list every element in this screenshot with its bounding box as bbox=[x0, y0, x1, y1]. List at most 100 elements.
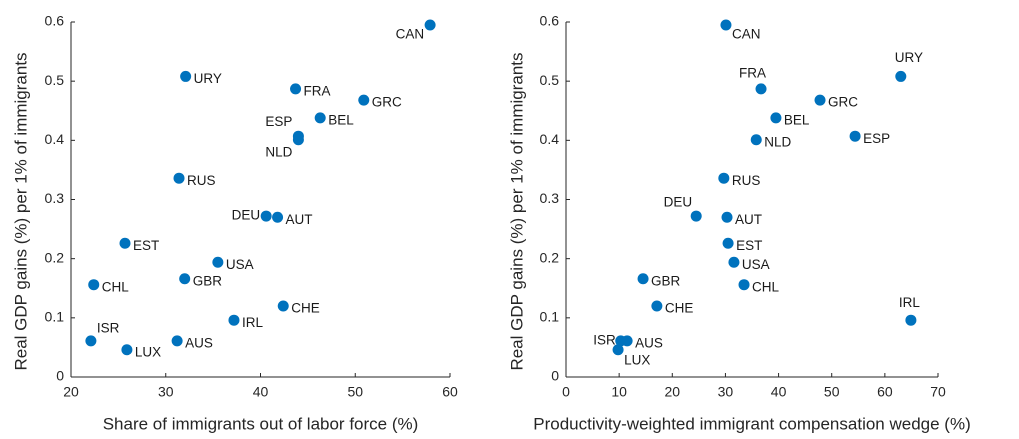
point-label: CHL bbox=[752, 279, 779, 294]
point-label: CHE bbox=[665, 301, 694, 316]
x-tick-label: 50 bbox=[347, 384, 363, 400]
x-tick-label: 60 bbox=[877, 384, 893, 400]
point bbox=[171, 335, 183, 347]
y-tick-label: 0.1 bbox=[45, 309, 65, 325]
point-label: AUT bbox=[286, 212, 313, 227]
point-label: ESP bbox=[265, 114, 292, 129]
point-label: CHE bbox=[291, 301, 320, 316]
point-label: URY bbox=[194, 71, 222, 86]
point-label: USA bbox=[742, 257, 770, 272]
y-tick-label: 0.4 bbox=[45, 131, 65, 147]
point-label: ISR bbox=[593, 332, 616, 347]
point-label: LUX bbox=[135, 344, 161, 359]
point bbox=[228, 314, 240, 326]
y-tick-label: 0 bbox=[551, 368, 559, 384]
point bbox=[277, 300, 289, 312]
x-tick-label: 70 bbox=[930, 384, 946, 400]
y-tick-label: 0.5 bbox=[45, 72, 65, 88]
point bbox=[651, 300, 663, 312]
point bbox=[637, 273, 649, 285]
x-tick-label: 20 bbox=[664, 384, 680, 400]
point bbox=[750, 134, 762, 146]
point-label: AUS bbox=[185, 335, 213, 350]
point bbox=[290, 83, 302, 95]
x-tick-label: 0 bbox=[562, 384, 570, 400]
point-label: AUT bbox=[735, 212, 762, 227]
point-label: ISR bbox=[97, 320, 120, 335]
point bbox=[212, 256, 224, 268]
point bbox=[85, 335, 97, 347]
point bbox=[770, 112, 782, 124]
point bbox=[621, 335, 633, 347]
x-axis-title: Productivity-weighted immigrant compensa… bbox=[533, 414, 970, 433]
point-label: USA bbox=[226, 257, 254, 272]
point-label: URY bbox=[895, 50, 923, 65]
point-label: GBR bbox=[193, 273, 223, 288]
point bbox=[88, 279, 100, 291]
x-tick-label: 20 bbox=[63, 384, 79, 400]
point-label: IRL bbox=[899, 295, 921, 310]
x-tick-label: 30 bbox=[718, 384, 734, 400]
point bbox=[728, 256, 740, 268]
point bbox=[612, 344, 624, 356]
y-tick-label: 0.6 bbox=[45, 13, 65, 29]
point-label: RUS bbox=[187, 173, 216, 188]
point bbox=[121, 344, 133, 356]
point-label: GBR bbox=[651, 273, 681, 288]
point-label: CAN bbox=[732, 27, 761, 42]
point-label: BEL bbox=[784, 112, 810, 127]
point bbox=[718, 172, 730, 184]
point bbox=[358, 94, 370, 106]
x-axis-title: Share of immigrants out of labor force (… bbox=[103, 414, 419, 433]
point bbox=[720, 19, 732, 31]
point bbox=[722, 237, 734, 249]
y-axis-title: Real GDP gains (%) per 1% of immigrants bbox=[507, 52, 526, 370]
y-tick-label: 0.5 bbox=[540, 72, 560, 88]
point-label: EST bbox=[133, 238, 159, 253]
point-label: GRC bbox=[372, 95, 402, 110]
y-tick-label: 0.3 bbox=[45, 190, 65, 206]
point-label: BEL bbox=[328, 112, 354, 127]
point-label: FRA bbox=[304, 83, 331, 98]
point-label: IRL bbox=[242, 315, 264, 330]
point-label: ESP bbox=[863, 131, 890, 146]
point bbox=[314, 112, 326, 124]
point-label: DEU bbox=[232, 208, 261, 223]
point bbox=[849, 130, 861, 142]
y-tick-label: 0.4 bbox=[540, 131, 560, 147]
point bbox=[272, 211, 284, 223]
point bbox=[738, 279, 750, 291]
point bbox=[755, 83, 767, 95]
point-label: CAN bbox=[396, 27, 425, 42]
point-label: GRC bbox=[828, 95, 858, 110]
y-tick-label: 0.3 bbox=[540, 190, 560, 206]
x-tick-label: 10 bbox=[611, 384, 627, 400]
point bbox=[895, 70, 907, 82]
y-tick-label: 0 bbox=[56, 368, 64, 384]
x-tick-label: 50 bbox=[824, 384, 840, 400]
point bbox=[690, 210, 702, 222]
point-label: DEU bbox=[664, 195, 693, 210]
point bbox=[424, 19, 436, 31]
point-label: NLD bbox=[764, 134, 791, 149]
point bbox=[905, 314, 917, 326]
y-tick-label: 0.2 bbox=[540, 249, 560, 265]
y-axis-title: Real GDP gains (%) per 1% of immigrants bbox=[11, 52, 30, 370]
point-label: RUS bbox=[732, 173, 761, 188]
point-label: AUS bbox=[635, 335, 663, 350]
point-label: LUX bbox=[624, 352, 650, 367]
y-tick-label: 0.6 bbox=[540, 13, 560, 29]
x-tick-label: 30 bbox=[158, 384, 174, 400]
point-label: EST bbox=[736, 238, 762, 253]
y-tick-label: 0.1 bbox=[540, 309, 560, 325]
point bbox=[173, 172, 185, 184]
point-label: CHL bbox=[102, 279, 129, 294]
x-tick-label: 60 bbox=[442, 384, 458, 400]
point bbox=[260, 210, 272, 222]
point bbox=[119, 237, 131, 249]
y-tick-label: 0.2 bbox=[45, 249, 65, 265]
point-label: FRA bbox=[739, 65, 766, 80]
point-label: NLD bbox=[265, 144, 292, 159]
x-tick-label: 40 bbox=[771, 384, 787, 400]
